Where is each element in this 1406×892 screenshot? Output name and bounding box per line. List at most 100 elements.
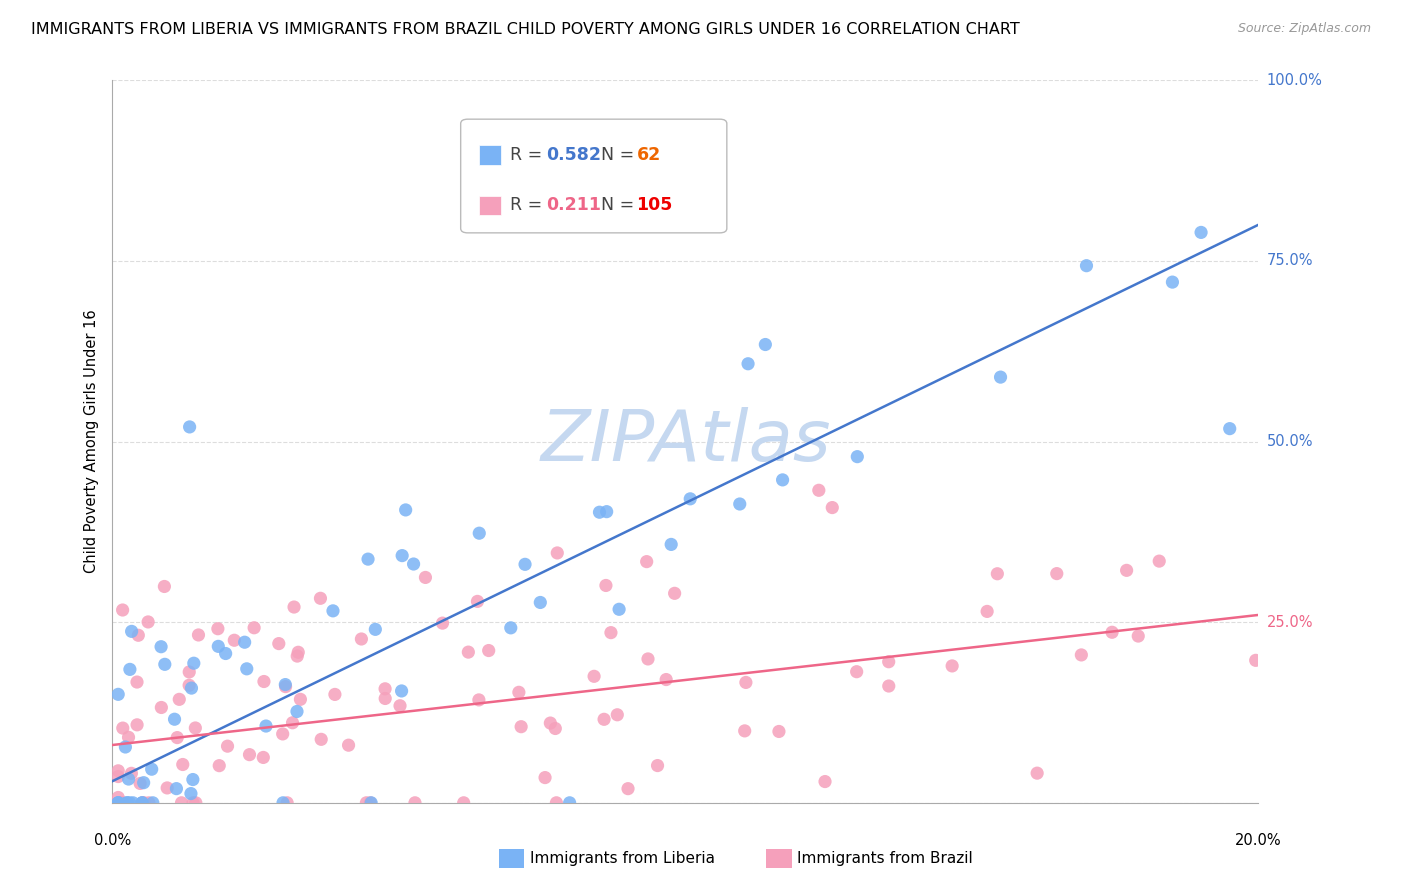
Point — [607, 602, 630, 616]
Point — [179, 678, 201, 692]
Point — [1219, 422, 1241, 436]
Point — [772, 473, 794, 487]
Point — [1189, 226, 1212, 240]
Point — [180, 681, 202, 695]
Point — [153, 657, 176, 672]
Point — [309, 732, 332, 747]
Point — [285, 649, 308, 664]
Point — [877, 655, 900, 669]
Point — [214, 647, 236, 661]
Point — [821, 500, 844, 515]
Point — [243, 621, 266, 635]
Text: 105: 105 — [637, 196, 673, 214]
Point — [118, 662, 141, 676]
Point — [117, 772, 139, 786]
Point — [111, 796, 134, 810]
Point — [1026, 766, 1049, 780]
Point — [453, 796, 475, 810]
Point — [107, 796, 129, 810]
Point — [156, 780, 179, 795]
Point — [636, 555, 658, 569]
Point — [187, 628, 209, 642]
Point — [1115, 563, 1137, 577]
Point — [814, 774, 837, 789]
Text: Immigrants from Brazil: Immigrants from Brazil — [797, 851, 973, 865]
Point — [990, 370, 1012, 384]
Point — [1128, 629, 1150, 643]
Point — [432, 616, 454, 631]
Point — [181, 796, 204, 810]
Point — [655, 673, 678, 687]
Point — [529, 595, 551, 609]
Point — [544, 722, 567, 736]
Point — [290, 692, 312, 706]
Point — [165, 781, 187, 796]
Point — [637, 652, 659, 666]
Point — [141, 762, 163, 776]
Point — [1244, 653, 1267, 667]
Point — [179, 665, 201, 679]
Point — [107, 764, 129, 778]
Point — [364, 623, 387, 637]
Point — [184, 721, 207, 735]
Point — [252, 750, 274, 764]
Point — [1076, 259, 1098, 273]
Point — [271, 727, 294, 741]
Point — [499, 621, 522, 635]
Point — [395, 503, 418, 517]
Point — [309, 591, 332, 606]
Point — [170, 796, 193, 810]
Text: N =: N = — [602, 146, 640, 164]
Point — [391, 549, 413, 563]
Point — [107, 790, 129, 805]
Point — [659, 537, 682, 551]
Point — [735, 675, 758, 690]
Point — [127, 628, 149, 642]
Point — [754, 337, 776, 351]
Point — [107, 796, 129, 810]
Point — [122, 796, 145, 810]
Point — [150, 700, 173, 714]
Point — [129, 776, 152, 790]
Point — [734, 723, 756, 738]
Point — [125, 718, 148, 732]
Point — [166, 731, 188, 745]
Text: 25.0%: 25.0% — [1267, 615, 1313, 630]
Point — [287, 645, 309, 659]
Point — [941, 659, 963, 673]
Point — [163, 712, 186, 726]
Text: 20.0%: 20.0% — [1234, 833, 1282, 848]
Point — [153, 579, 176, 593]
Point — [976, 604, 998, 618]
Point — [236, 662, 259, 676]
Point — [1147, 554, 1170, 568]
Point — [546, 546, 568, 560]
Point — [107, 796, 129, 810]
Point — [600, 625, 623, 640]
Point — [131, 796, 153, 810]
Point — [274, 680, 297, 694]
Point — [253, 674, 276, 689]
Point — [283, 600, 305, 615]
Text: 62: 62 — [637, 146, 661, 164]
Point — [254, 719, 277, 733]
Point — [107, 687, 129, 701]
Point — [546, 796, 568, 810]
Point — [117, 731, 139, 745]
Point — [217, 739, 239, 754]
Point — [595, 505, 617, 519]
Text: 75.0%: 75.0% — [1267, 253, 1313, 268]
Point — [468, 693, 491, 707]
Point — [679, 491, 702, 506]
Point — [131, 796, 153, 810]
Text: 0.211: 0.211 — [547, 196, 602, 214]
Point — [374, 691, 396, 706]
Point — [281, 715, 304, 730]
Point — [285, 705, 308, 719]
Point — [402, 557, 425, 571]
Point — [508, 685, 530, 699]
Point — [510, 720, 533, 734]
Point — [110, 796, 132, 810]
Point — [132, 796, 155, 810]
Point — [404, 796, 426, 810]
